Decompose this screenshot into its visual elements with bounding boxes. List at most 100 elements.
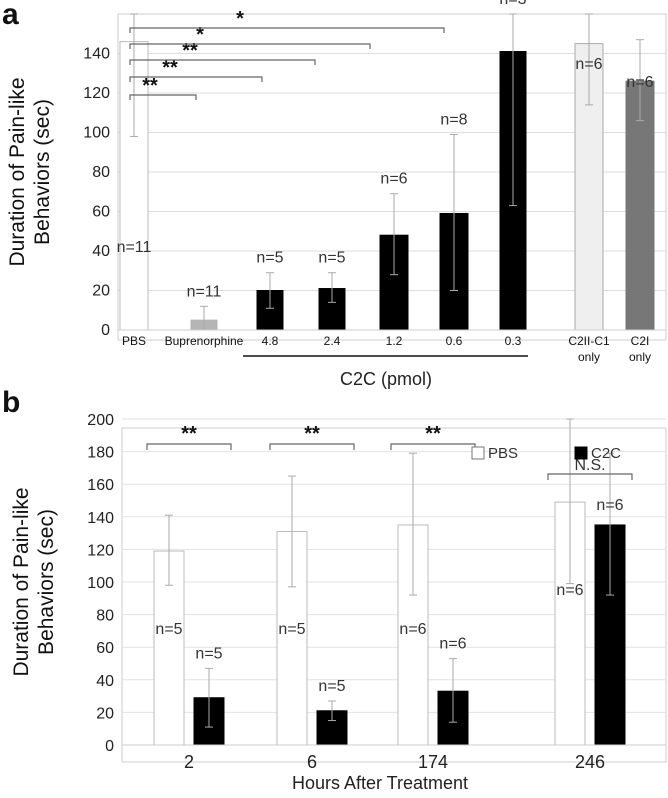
panel-a-plot-frame xyxy=(117,13,667,341)
panel-a: a 0 20 40 60 80 100 120 140 Duration of Pain-li… xyxy=(2,0,667,389)
panel-b-y-axis-label: Duration of Pain-likeBehaviors (sec) xyxy=(10,487,58,676)
panel-b-bar-c2c xyxy=(594,524,626,746)
panel-a-y-axis-title: Duration of Pain-likeBehaviors (sec) xyxy=(6,77,54,266)
panel-b-category-label: 246 xyxy=(575,752,605,772)
panel-a-category-label: 0.3 xyxy=(505,334,522,348)
panel-a-category-label: 1.2 xyxy=(386,334,403,348)
panel-a-category-labels: PBS Buprenorphine 4.8 2.4 1.2 0.6 0.3 C2II-C1 on… xyxy=(122,334,651,364)
panel-b-significance-label: ** xyxy=(425,423,441,445)
panel-a-n-label: n=11 xyxy=(187,283,222,300)
panel-b-bars: n=5 n=5 n=5 n=5 n=6 n=6 n=6 n=6 xyxy=(122,418,666,746)
panel-b-significance-label: ** xyxy=(304,423,320,445)
panel-a-significance-label: ** xyxy=(162,57,178,79)
panel-b-significance-label: ** xyxy=(181,423,197,445)
panel-b-plot-frame xyxy=(121,427,667,763)
panel-a-significance-bracket xyxy=(129,27,445,33)
panel-b-category-label: 6 xyxy=(307,752,317,772)
panel-b-legend: PBS C2C xyxy=(471,445,621,462)
panel-a-significance-bracket xyxy=(129,94,197,100)
panel-b-significance: ** ** ** N.S. xyxy=(146,423,633,480)
panel-b-y-tick-label: 180 xyxy=(87,445,114,462)
panel-a-n-label: n=8 xyxy=(440,111,467,128)
panel-a-significance-bracket xyxy=(129,59,316,65)
panel-a-category-label: Buprenorphine xyxy=(165,334,244,348)
panel-b-n-label-pbs: n=6 xyxy=(399,621,426,638)
panel-a-category-label: 4.8 xyxy=(262,334,279,348)
panel-b-n-label-c2c: n=6 xyxy=(596,497,623,514)
panel-b-n-label-c2c: n=5 xyxy=(195,645,222,662)
panel-a-bars: n=11 n=11 n=5 n=5 n=6 n=8 n=3 n=6 n=6 xyxy=(117,0,666,331)
panel-b: b 0 20 40 60 80 100 120 140 160 180 200 Duration o… xyxy=(2,386,667,793)
panel-a-n-label: n=11 xyxy=(117,239,152,256)
panel-b-y-tick-label: 40 xyxy=(96,673,114,690)
panel-a-significance-bracket xyxy=(129,76,263,82)
panel-b-n-label-pbs: n=6 xyxy=(556,582,583,599)
panel-b-n-label-c2c: n=5 xyxy=(318,678,345,695)
panel-b-n-label-pbs: n=5 xyxy=(278,621,305,638)
panel-a-y-tick-label: 140 xyxy=(83,46,110,63)
panel-a-significance-bracket xyxy=(129,43,371,49)
panel-b-y-tick-label: 60 xyxy=(96,640,114,657)
panel-b-significance-bracket xyxy=(269,443,355,450)
panel-b-y-axis-title-line: Duration of Pain-like xyxy=(10,487,33,676)
panel-b-y-tick-label: 140 xyxy=(87,510,114,527)
panel-a-significance-label: ** xyxy=(142,75,158,97)
panel-b-category-labels: 2 6 174 246 xyxy=(184,752,605,772)
panel-b-category-label: 174 xyxy=(418,752,448,772)
panel-a-n-label: n=6 xyxy=(575,56,602,73)
panel-a-y-tick-label: 120 xyxy=(83,85,110,102)
panel-a-group-label: C2C (pmol) xyxy=(340,369,432,389)
panel-b-significance-bracket xyxy=(146,443,232,450)
panel-a-y-tick-label: 60 xyxy=(92,204,110,221)
panel-a-bar xyxy=(256,290,284,331)
panel-a-significance-label: * xyxy=(196,24,204,46)
panel-a-n-label: n=6 xyxy=(626,74,653,91)
panel-b-y-axis-title: Duration of Pain-likeBehaviors (sec) xyxy=(10,487,58,676)
panel-a-significance: ******** xyxy=(129,8,445,100)
panel-b-letter: b xyxy=(2,386,20,419)
panel-a-significance-label: ** xyxy=(182,40,198,62)
panel-a-n-label: n=3 xyxy=(499,0,526,8)
panel-b-y-tick-label: 120 xyxy=(87,542,114,559)
panel-a-y-tick-label: 0 xyxy=(101,322,110,339)
panel-a-category-label: C2II-C1 xyxy=(568,334,610,348)
panel-b-significance-bracket xyxy=(547,473,633,480)
panel-a-category-label: PBS xyxy=(122,334,146,348)
panel-a-y-tick-label: 40 xyxy=(92,243,110,260)
panel-a-y-tick-label: 20 xyxy=(92,283,110,300)
panel-b-y-tick-label: 0 xyxy=(105,738,114,755)
panel-b-y-axis-title-line: Behaviors (sec) xyxy=(35,509,58,655)
panel-a-y-tick-label: 100 xyxy=(83,125,110,142)
panel-b-category-label: 2 xyxy=(184,752,194,772)
panel-a-bar xyxy=(625,80,655,331)
panel-b-x-axis-label: Hours After Treatment xyxy=(292,773,468,793)
legend-swatch-pbs xyxy=(471,446,485,460)
panel-b-y-tick-label: 100 xyxy=(87,575,114,592)
panel-a-category-label: only xyxy=(629,350,651,364)
panel-a-category-label: 0.6 xyxy=(446,334,463,348)
panel-b-y-tick-label: 80 xyxy=(96,608,114,625)
panel-a-n-label: n=6 xyxy=(380,171,407,188)
legend-label-c2c: C2C xyxy=(591,445,621,462)
panel-a-category-label: 2.4 xyxy=(324,334,341,348)
panel-b-significance-label: N.S. xyxy=(574,457,605,474)
panel-a-category-label: C2I xyxy=(631,334,650,348)
panel-a-category-label: only xyxy=(578,350,600,364)
panel-a-y-axis-title-line: Duration of Pain-like xyxy=(6,77,29,266)
panel-a-letter: a xyxy=(2,0,19,31)
panel-b-y-ticks: 0 20 40 60 80 100 120 140 160 180 200 xyxy=(87,412,114,755)
panel-a-y-axis-label: Duration of Pain-likeBehaviors (sec) xyxy=(6,77,54,266)
legend-swatch-c2c xyxy=(574,446,588,460)
panel-b-n-label-c2c: n=6 xyxy=(439,636,466,653)
panel-a-y-tick-label: 80 xyxy=(92,164,110,181)
panel-a-n-label: n=5 xyxy=(318,250,345,267)
panel-b-y-tick-label: 160 xyxy=(87,477,114,494)
panel-a-significance-label: * xyxy=(236,8,244,30)
panel-b-y-tick-label: 20 xyxy=(96,705,114,722)
panel-a-y-axis-title-line: Behaviors (sec) xyxy=(31,99,54,245)
legend-label-pbs: PBS xyxy=(488,445,518,462)
panel-b-y-tick-label: 200 xyxy=(87,412,114,429)
panel-a-n-label: n=5 xyxy=(256,250,283,267)
panel-b-n-label-pbs: n=5 xyxy=(155,621,182,638)
